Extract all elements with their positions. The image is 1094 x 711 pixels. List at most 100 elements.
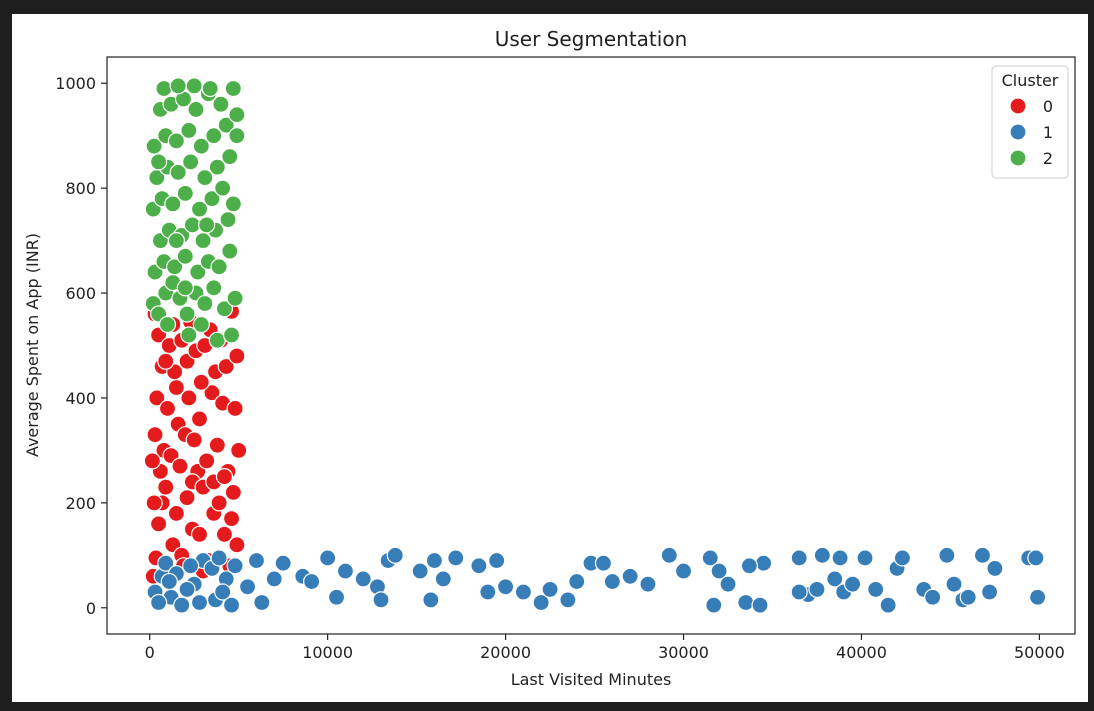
data-point-cluster-0 (215, 468, 234, 486)
data-point-cluster-1 (210, 549, 228, 567)
data-point-cluster-1 (425, 551, 444, 570)
data-point-cluster-1 (639, 575, 657, 593)
data-point-cluster-2 (196, 294, 214, 313)
data-point-cluster-0 (224, 483, 242, 501)
data-point-cluster-1 (496, 578, 515, 596)
y-tick-label: 0 (86, 599, 96, 618)
data-point-cluster-2 (228, 127, 246, 145)
data-point-cluster-1 (843, 575, 862, 593)
data-point-cluster-1 (621, 567, 639, 585)
data-point-cluster-1 (790, 549, 808, 567)
data-point-cluster-1 (755, 554, 773, 572)
data-point-cluster-0 (208, 436, 226, 454)
data-point-cluster-1 (541, 580, 559, 599)
data-point-cluster-0 (203, 384, 221, 402)
legend-box (991, 65, 1069, 179)
data-point-cluster-1 (893, 549, 911, 567)
data-point-cluster-2 (183, 216, 202, 234)
data-point-cluster-2 (192, 137, 210, 155)
data-point-cluster-1 (603, 572, 621, 591)
data-point-cluster-1 (190, 593, 209, 612)
data-point-cluster-1 (386, 546, 404, 564)
data-point-cluster-2 (205, 279, 223, 297)
data-point-cluster-2 (167, 132, 185, 150)
data-point-cluster-0 (226, 399, 244, 418)
data-point-cluster-2 (187, 100, 205, 119)
data-point-cluster-2 (221, 148, 239, 166)
data-point-cluster-1 (737, 593, 755, 612)
x-tick-label: 50000 (1014, 643, 1065, 662)
data-point-cluster-1 (434, 570, 452, 588)
data-point-cluster-1 (867, 580, 885, 599)
data-point-cluster-1 (214, 583, 232, 601)
data-point-cluster-2 (189, 263, 207, 281)
data-point-cluster-2 (190, 200, 209, 218)
data-point-cluster-1 (826, 570, 844, 588)
data-point-cluster-2 (158, 315, 177, 334)
data-point-cluster-2 (224, 195, 242, 213)
data-point-cluster-1 (831, 549, 849, 567)
chart-title: User Segmentation (495, 27, 688, 51)
data-point-cluster-2 (203, 190, 221, 208)
data-point-cluster-1 (945, 575, 963, 593)
data-point-cluster-2 (219, 211, 237, 229)
data-point-cluster-1 (247, 551, 266, 570)
data-point-cluster-2 (192, 315, 210, 334)
data-point-cluster-1 (660, 546, 678, 564)
data-point-cluster-2 (208, 331, 226, 349)
data-point-cluster-1 (938, 546, 956, 564)
data-point-cluster-1 (253, 593, 271, 612)
data-point-cluster-1 (514, 583, 532, 601)
legend-label-cluster-1: 1 (1043, 123, 1053, 142)
data-point-cluster-1 (226, 557, 244, 575)
data-point-cluster-2 (226, 289, 244, 307)
x-axis-label: Last Visited Minutes (511, 670, 672, 689)
data-point-cluster-1 (354, 570, 372, 588)
data-point-cluster-0 (143, 452, 161, 470)
data-point-cluster-2 (180, 121, 198, 140)
x-tick-label: 20000 (480, 643, 531, 662)
y-axis-label: Average Spent on App (INR) (23, 233, 42, 457)
data-point-cluster-0 (185, 431, 203, 449)
data-point-cluster-0 (157, 478, 175, 496)
data-point-cluster-1 (327, 588, 346, 606)
data-point-cluster-1 (160, 572, 178, 591)
data-point-cluster-1 (336, 562, 355, 580)
data-point-cluster-1 (1027, 549, 1045, 567)
data-point-cluster-2 (201, 79, 219, 98)
data-point-cluster-2 (221, 242, 239, 260)
y-tick-label: 200 (65, 494, 96, 513)
data-point-cluster-1 (701, 549, 719, 567)
x-tick-label: 40000 (836, 643, 887, 662)
data-point-cluster-2 (176, 279, 194, 297)
data-point-cluster-1 (150, 593, 168, 612)
data-point-cluster-1 (303, 572, 321, 591)
data-point-cluster-1 (1029, 588, 1047, 606)
data-point-cluster-2 (228, 106, 246, 124)
data-point-cluster-0 (217, 357, 235, 376)
legend-title: Cluster (1002, 71, 1059, 90)
data-point-cluster-1 (178, 580, 196, 599)
data-point-cluster-2 (210, 258, 228, 276)
legend-label-cluster-0: 0 (1043, 97, 1053, 116)
data-point-cluster-1 (879, 596, 897, 614)
x-tick-label: 30000 (658, 643, 709, 662)
data-point-cluster-1 (813, 546, 831, 564)
data-point-cluster-1 (488, 551, 506, 570)
data-point-cluster-0 (145, 494, 163, 512)
data-point-cluster-1 (559, 591, 577, 609)
data-point-cluster-0 (228, 536, 246, 554)
data-point-cluster-1 (710, 562, 728, 580)
data-point-cluster-1 (705, 596, 723, 614)
x-axis-ticks: 0 10000 20000 30000 40000 50000 (145, 634, 1065, 662)
y-tick-label: 400 (65, 389, 96, 408)
data-point-cluster-0 (210, 494, 228, 512)
data-point-cluster-1 (594, 554, 613, 572)
data-point-cluster-2 (176, 247, 194, 265)
data-point-cluster-1 (372, 591, 390, 609)
data-point-cluster-2 (164, 195, 182, 213)
plot-area (106, 56, 1076, 635)
legend-marker-cluster-0 (1009, 97, 1027, 115)
data-point-cluster-2 (150, 153, 168, 171)
legend-marker-cluster-2 (1009, 149, 1027, 167)
